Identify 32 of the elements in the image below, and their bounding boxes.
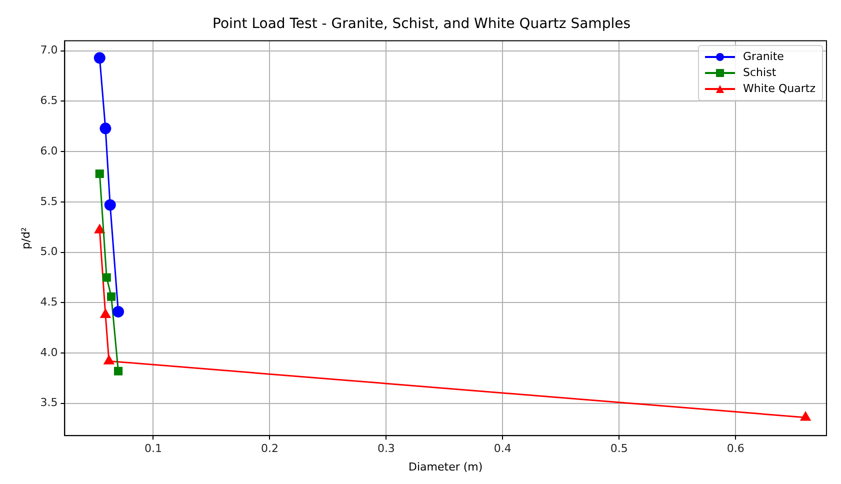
point	[94, 224, 105, 234]
y-tick-label: 6.5	[40, 94, 58, 108]
y-tick-label: 3.5	[40, 396, 58, 410]
point	[104, 199, 116, 211]
point	[102, 273, 111, 282]
point	[94, 52, 106, 64]
x-tick-label: 0.3	[377, 442, 395, 456]
chart-title: Point Load Test - Granite, Schist, and White Quartz Samples	[212, 16, 630, 32]
legend-label: Schist	[743, 66, 776, 80]
legend-label: White Quartz	[743, 82, 816, 96]
legend-label: Granite	[743, 50, 784, 64]
y-tick-label: 6.0	[40, 144, 58, 158]
point	[100, 308, 111, 318]
y-axis-title: p/d²	[19, 227, 32, 250]
y-tick-label: 5.0	[40, 245, 58, 258]
x-tick-label: 0.6	[726, 442, 744, 456]
point	[114, 366, 123, 376]
point	[100, 122, 112, 134]
point	[800, 412, 811, 421]
y-tick-label: 7.0	[40, 44, 58, 57]
x-tick-label: 0.4	[494, 442, 512, 456]
point	[95, 169, 104, 178]
point	[112, 306, 124, 318]
y-tick-label: 4.5	[40, 296, 58, 309]
point	[104, 355, 114, 364]
x-axis-title: Diameter (m)	[408, 460, 483, 474]
y-tick-label: 4.0	[40, 346, 58, 359]
y-tick-label: 5.5	[40, 194, 58, 208]
point	[107, 292, 116, 301]
x-tick-label: 0.5	[610, 442, 628, 456]
x-tick-label: 0.2	[260, 442, 278, 456]
x-tick-label: 0.1	[144, 442, 162, 456]
